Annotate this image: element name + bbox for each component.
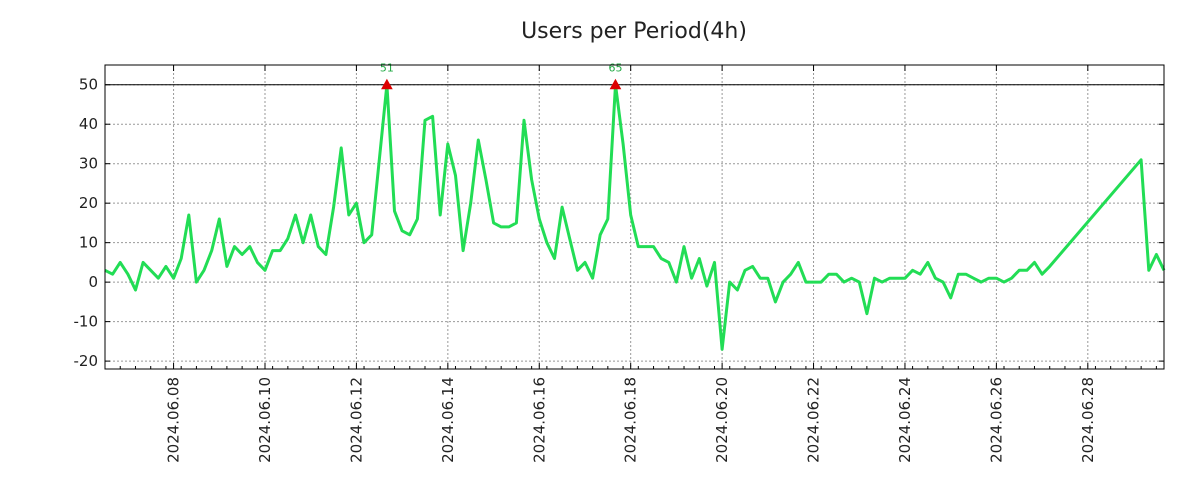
peak-label: 65 (608, 62, 622, 75)
y-tick-label: 0 (88, 273, 98, 291)
y-tick-label: 50 (79, 76, 98, 94)
x-tick-label: 2024.06.24 (896, 377, 914, 463)
x-tick-label: 2024.06.28 (1079, 377, 1097, 463)
chart-title: Users per Period(4h) (521, 19, 747, 44)
y-tick-label: 10 (79, 234, 98, 252)
chart: Users per Period(4h) 51 65 -20 -10 0 10 20 30 4… (0, 0, 1200, 500)
grid (105, 65, 1164, 369)
peak-label: 51 (380, 62, 394, 75)
x-tick-label: 2024.06.10 (256, 377, 274, 463)
x-tick-label: 2024.06.18 (622, 377, 640, 463)
x-tick-label: 2024.06.26 (987, 377, 1005, 463)
y-tick-label: -10 (74, 313, 99, 331)
axis-ticks (105, 65, 1164, 369)
x-tick-label: 2024.06.12 (347, 377, 365, 463)
y-tick-label: -20 (74, 352, 99, 370)
x-tick-label: 2024.06.20 (713, 377, 731, 463)
y-tick-label: 20 (79, 194, 98, 212)
y-tick-label: 30 (79, 155, 98, 173)
x-tick-label: 2024.06.08 (165, 377, 183, 463)
x-tick-label: 2024.06.14 (439, 377, 457, 463)
x-tick-label: 2024.06.22 (805, 377, 823, 463)
x-tick-label: 2024.06.16 (530, 377, 548, 463)
plot-area-frame (105, 65, 1164, 369)
y-tick-label: 40 (79, 115, 98, 133)
tick-labels: -20 -10 0 10 20 30 40 50 2024.06.08 2024.06.10 202… (74, 76, 1097, 463)
